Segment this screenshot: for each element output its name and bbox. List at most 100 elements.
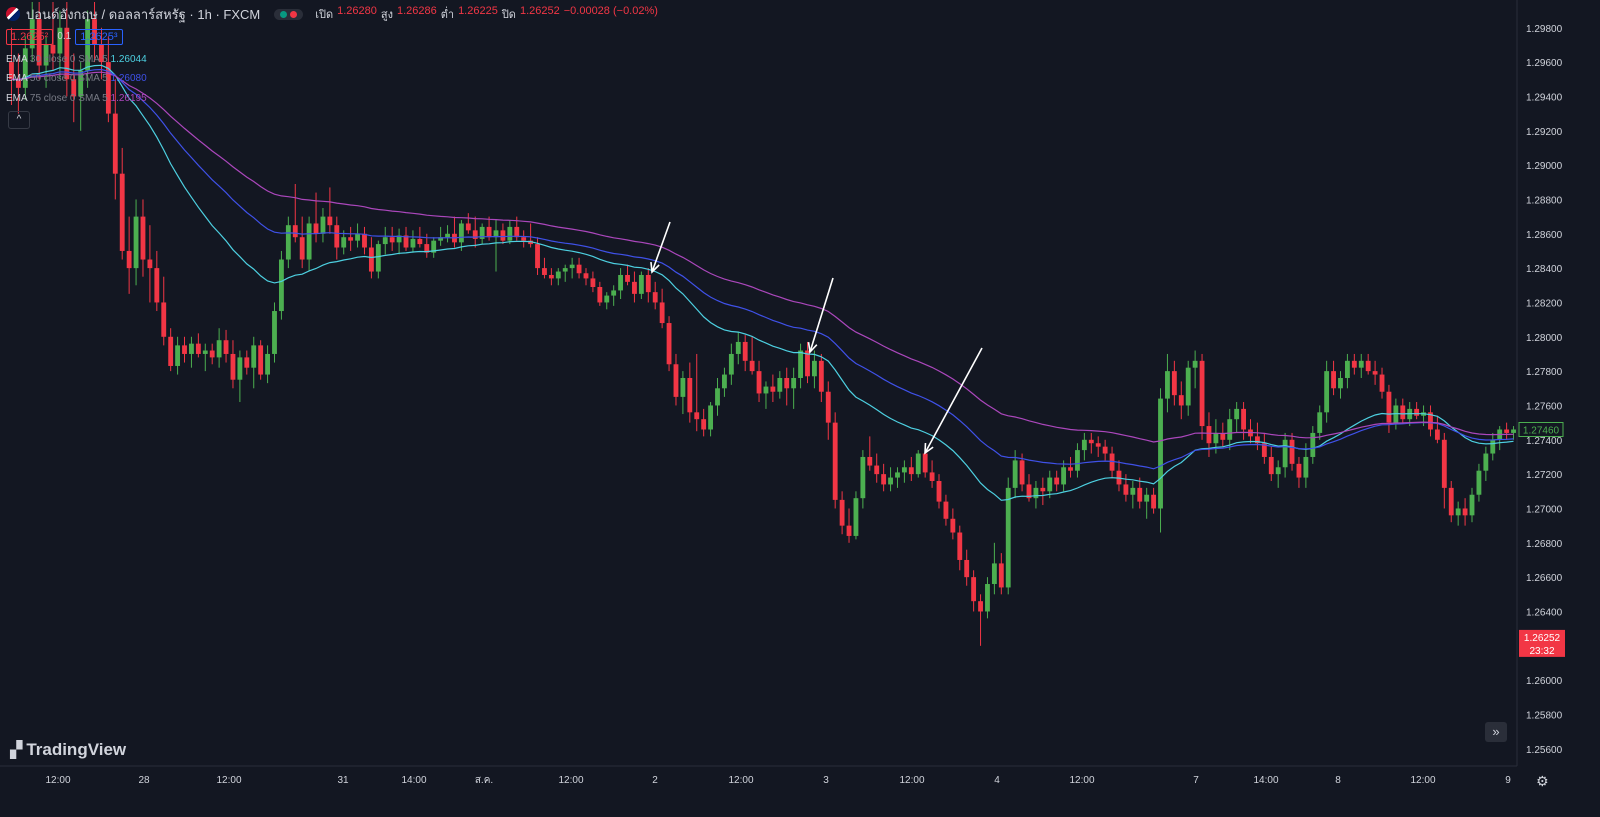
indicator-params: 75 close 0 SMA 5	[29, 93, 108, 104]
candle-body	[500, 230, 506, 241]
indicator-legend-ema30[interactable]: EMA 30 close 0 SMA 5 1.26044	[6, 54, 147, 65]
candle-body	[410, 238, 416, 248]
candle-body	[1061, 467, 1067, 485]
double-chevron-right-icon[interactable]: »	[1485, 722, 1507, 742]
indicator-name: EMA	[6, 73, 28, 84]
high-label: สูง	[380, 9, 393, 21]
candle-body	[112, 113, 118, 174]
candle-body	[1137, 487, 1143, 502]
candle-body	[701, 419, 707, 430]
indicator-legend-ema75[interactable]: EMA 75 close 0 SMA 5 1.26195	[6, 93, 147, 104]
candle-body	[818, 360, 824, 392]
time-tick-label: 12:00	[45, 775, 70, 786]
candle-body	[161, 302, 167, 337]
annotation-arrow	[809, 277, 834, 353]
candle-body	[438, 237, 444, 241]
ohlc-values: เปิด 1.26280 สูง 1.26286 ต่ำ 1.26225 ปิด 1.2…	[315, 5, 658, 23]
candle-body	[1158, 398, 1163, 509]
candle-body	[105, 62, 111, 114]
candle-body	[1109, 453, 1115, 471]
time-tick-label: 4	[994, 775, 1000, 786]
close-value: 1.26252	[519, 5, 560, 17]
tradingview-logo[interactable]: ▞ TradingView	[10, 740, 126, 760]
price-labels: 1.27460 1.26252 23:32	[1518, 421, 1565, 657]
candle-body	[1338, 377, 1343, 389]
indicator-legend-ema50[interactable]: EMA 50 close 0 SMA 5 1.26080	[6, 73, 147, 84]
candle-body	[680, 377, 686, 397]
candle-body	[1317, 412, 1323, 433]
market-status[interactable]	[274, 8, 304, 20]
candle-body	[1303, 456, 1309, 478]
candle-body	[666, 323, 672, 365]
time-tick-label: 12:00	[1069, 775, 1094, 786]
price-tick-label: 1.28000	[1526, 333, 1563, 344]
candle-body	[445, 233, 450, 238]
indicator-name: EMA	[6, 54, 28, 65]
candle-body	[756, 371, 762, 394]
price-tick-label: 1.26600	[1526, 573, 1563, 584]
time-tick-label: 9	[1505, 775, 1511, 786]
candle-body	[632, 281, 637, 294]
price-tick-label: 1.26400	[1526, 607, 1563, 618]
candle-body	[722, 374, 727, 389]
gear-icon[interactable]: ⚙	[1536, 773, 1549, 789]
candle-body	[991, 563, 997, 585]
candle-body	[950, 518, 956, 533]
candle-body	[479, 226, 485, 239]
price-tick-label: 1.25800	[1526, 710, 1563, 721]
candle-body	[978, 601, 983, 612]
candle-body	[147, 259, 153, 269]
candle-body	[1019, 460, 1025, 485]
candle-body	[1365, 360, 1371, 372]
candle-body	[936, 481, 942, 502]
candle-body	[645, 274, 651, 293]
candle-body	[1483, 453, 1489, 471]
candle-body	[216, 340, 222, 358]
sell-button[interactable]: 1.2625²	[6, 28, 54, 45]
chevron-up-icon[interactable]: ^	[8, 111, 30, 129]
candle-body	[189, 343, 194, 354]
ema75-line	[11, 71, 1514, 443]
trade-buttons: 1.2625² 0.1 1.2625³	[6, 28, 123, 45]
candle-body	[929, 472, 935, 482]
candle-body	[1040, 487, 1046, 492]
candle-body	[1296, 463, 1302, 478]
candle-body	[417, 238, 423, 245]
candle-body	[1075, 450, 1080, 471]
price-tick-label: 1.27600	[1526, 401, 1563, 412]
candle-body	[431, 240, 437, 253]
candle-body	[590, 278, 596, 287]
symbol-title[interactable]: ปอนด์อังกฤษ / ดอลลาร์สหรัฐ · 1h · FXCM	[26, 6, 261, 22]
candle-body	[943, 501, 949, 519]
candle-body	[915, 453, 921, 475]
candles-layer	[9, 2, 1516, 646]
candle-body	[1151, 494, 1157, 509]
annotations-layer	[650, 221, 983, 455]
candle-body	[1185, 367, 1191, 406]
brand-name: TradingView	[26, 740, 127, 759]
candle-body	[230, 353, 236, 380]
time-tick-label: 8	[1335, 775, 1341, 786]
countdown-value: 23:32	[1529, 646, 1554, 657]
candle-body	[728, 353, 734, 375]
candle-body	[514, 226, 520, 238]
time-axis: 12:00 28 12:00 31 14:00 ส.ค. 12:00 2 12:00 3 12:00…	[45, 775, 1511, 786]
candle-body	[1282, 439, 1288, 468]
last-price-value: 1.26252	[1524, 633, 1561, 644]
candle-body	[964, 559, 970, 578]
candle-body	[659, 302, 665, 324]
candle-body	[92, 19, 97, 45]
candle-body	[1033, 487, 1039, 499]
candle-body	[597, 286, 603, 303]
price-tick-label: 1.27400	[1526, 436, 1563, 447]
time-tick-label: 7	[1193, 775, 1199, 786]
price-tick-label: 1.26800	[1526, 539, 1563, 550]
candle-body	[839, 499, 845, 526]
candle-body	[798, 350, 803, 378]
candle-body	[846, 525, 852, 536]
buy-button[interactable]: 1.2625³	[75, 28, 123, 45]
candle-body	[1476, 470, 1482, 495]
open-label: เปิด	[315, 9, 334, 21]
